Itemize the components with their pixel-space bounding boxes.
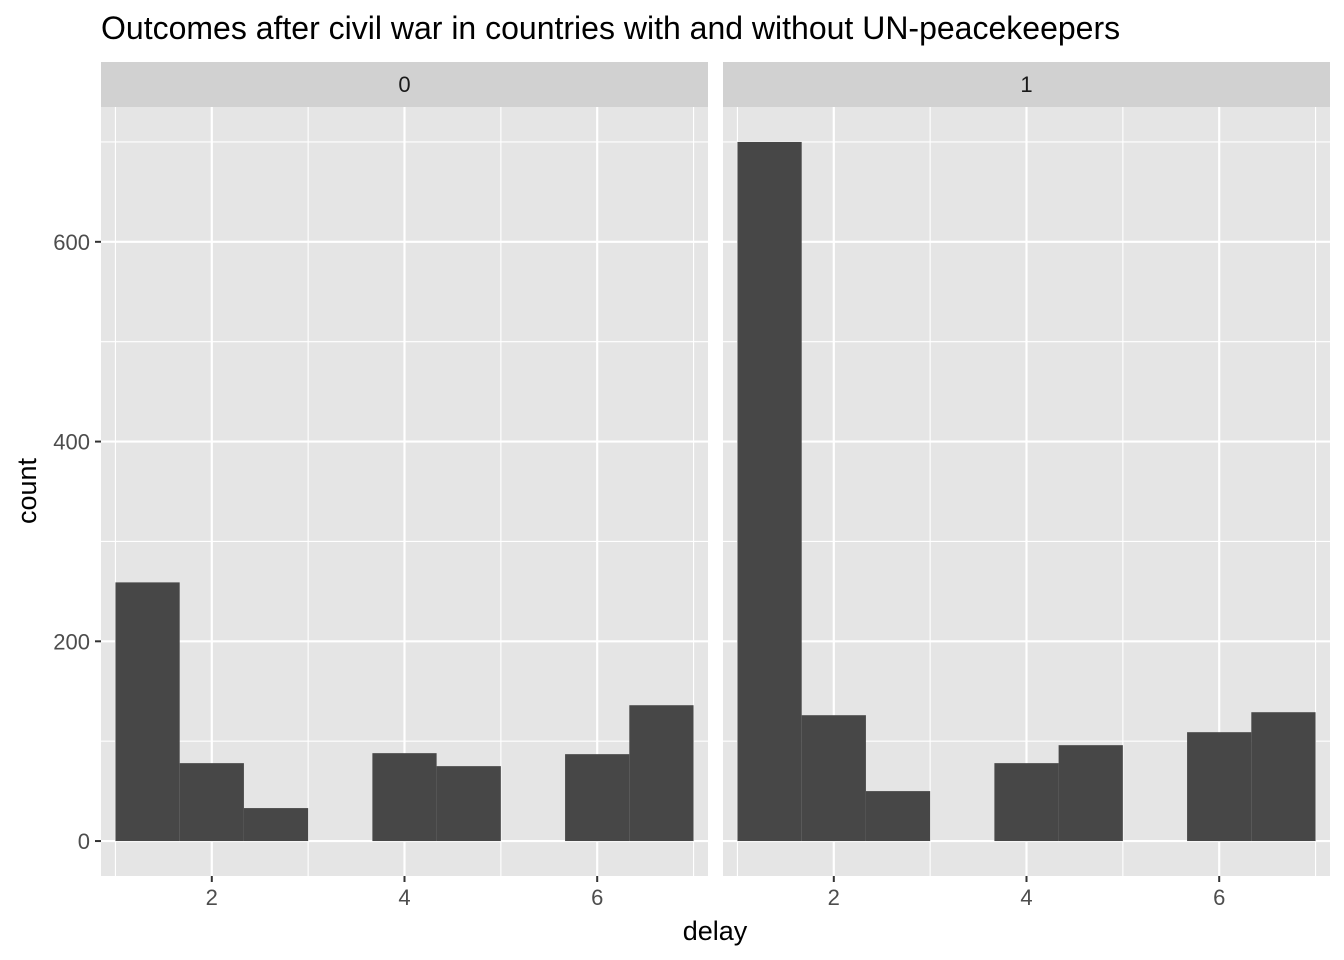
histogram-bar	[372, 753, 437, 842]
facet-strip-label: 0	[398, 72, 410, 97]
x-tick-label: 2	[206, 885, 218, 910]
histogram-bar	[629, 705, 694, 842]
histogram-bar	[179, 763, 244, 842]
y-axis-title: count	[12, 457, 42, 524]
histogram-bar	[565, 754, 630, 842]
facet-strip	[101, 62, 708, 107]
y-tick-label: 0	[78, 829, 90, 854]
histogram-bar	[865, 791, 931, 842]
x-tick-label: 6	[1213, 885, 1225, 910]
facet-panel-1: 1 2 4 6	[723, 62, 1330, 910]
histogram-bar	[115, 582, 180, 842]
x-tick-label: 4	[398, 885, 410, 910]
chart-title: Outcomes after civil war in countries wi…	[101, 10, 1120, 46]
y-tick-label: 600	[53, 230, 90, 255]
histogram-bar	[243, 808, 309, 842]
x-tick-label: 2	[828, 885, 840, 910]
histogram-bar	[1058, 745, 1123, 842]
facet-panels: 0 2 4 6 1 2 4 6	[101, 62, 1330, 910]
x-axis-title: delay	[683, 916, 748, 946]
histogram-bar	[436, 766, 501, 842]
y-tick-label: 200	[53, 629, 90, 654]
histogram-bar	[801, 715, 866, 842]
histogram-bar	[1251, 712, 1316, 842]
x-tick-label: 6	[591, 885, 603, 910]
histogram-bar	[1187, 732, 1252, 842]
histogram-bar	[737, 141, 802, 842]
facet-panel-0: 0 2 4 6	[101, 62, 708, 910]
y-axis: 0 200 400 600	[53, 230, 101, 854]
histogram-bar	[994, 763, 1059, 842]
x-tick-label: 4	[1020, 885, 1032, 910]
facet-strip-label: 1	[1020, 72, 1032, 97]
y-tick-label: 400	[53, 430, 90, 455]
facet-strip	[723, 62, 1330, 107]
